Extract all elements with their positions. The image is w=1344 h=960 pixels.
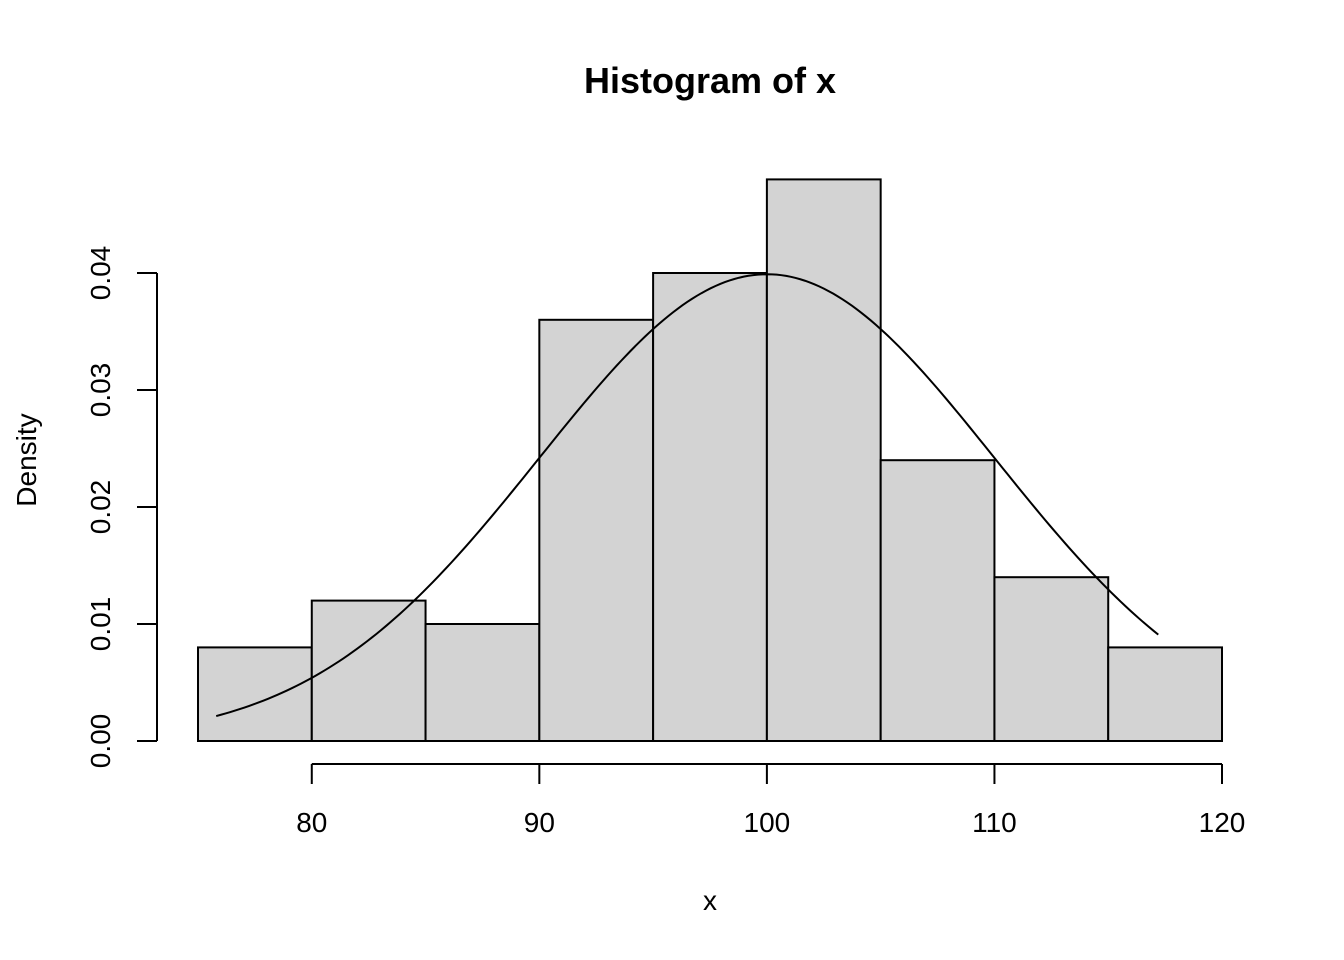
y-tick-label: 0.04 [85,246,116,301]
x-tick-label: 80 [296,807,327,838]
chart-title: Histogram of x [584,60,836,101]
x-tick-label: 100 [744,807,791,838]
histogram-bars [197,178,1223,743]
histogram-bar-6 [765,178,882,742]
histogram-bar-4 [538,318,655,742]
y-tick-label: 0.00 [85,714,116,769]
x-tick-label: 120 [1199,807,1246,838]
x-axis-label: x [703,885,717,916]
x-axis-ticks: 80 90 100 110 120 [296,764,1245,838]
y-axis-label: Density [11,413,42,506]
histogram-bar-9 [1107,646,1223,743]
density-curve [215,273,1159,717]
histogram-bar-3 [424,623,541,742]
y-tick-label: 0.02 [85,480,116,535]
histogram-bar-5 [652,272,768,742]
y-tick-label: 0.03 [85,363,116,418]
histogram-bar-2 [310,599,427,742]
x-tick-label: 90 [524,807,555,838]
y-axis-ticks: 0.00 0.01 0.02 0.03 0.04 [85,246,157,769]
y-tick-label: 0.01 [85,597,116,652]
y-axis: 0.00 0.01 0.02 0.03 0.04 [85,246,158,769]
x-axis: 80 90 100 110 120 [296,763,1245,838]
histogram-bar-7 [879,459,996,742]
histogram-bar-1 [197,646,313,743]
x-tick-label: 110 [972,807,1017,838]
histogram-bar-8 [993,576,1110,743]
